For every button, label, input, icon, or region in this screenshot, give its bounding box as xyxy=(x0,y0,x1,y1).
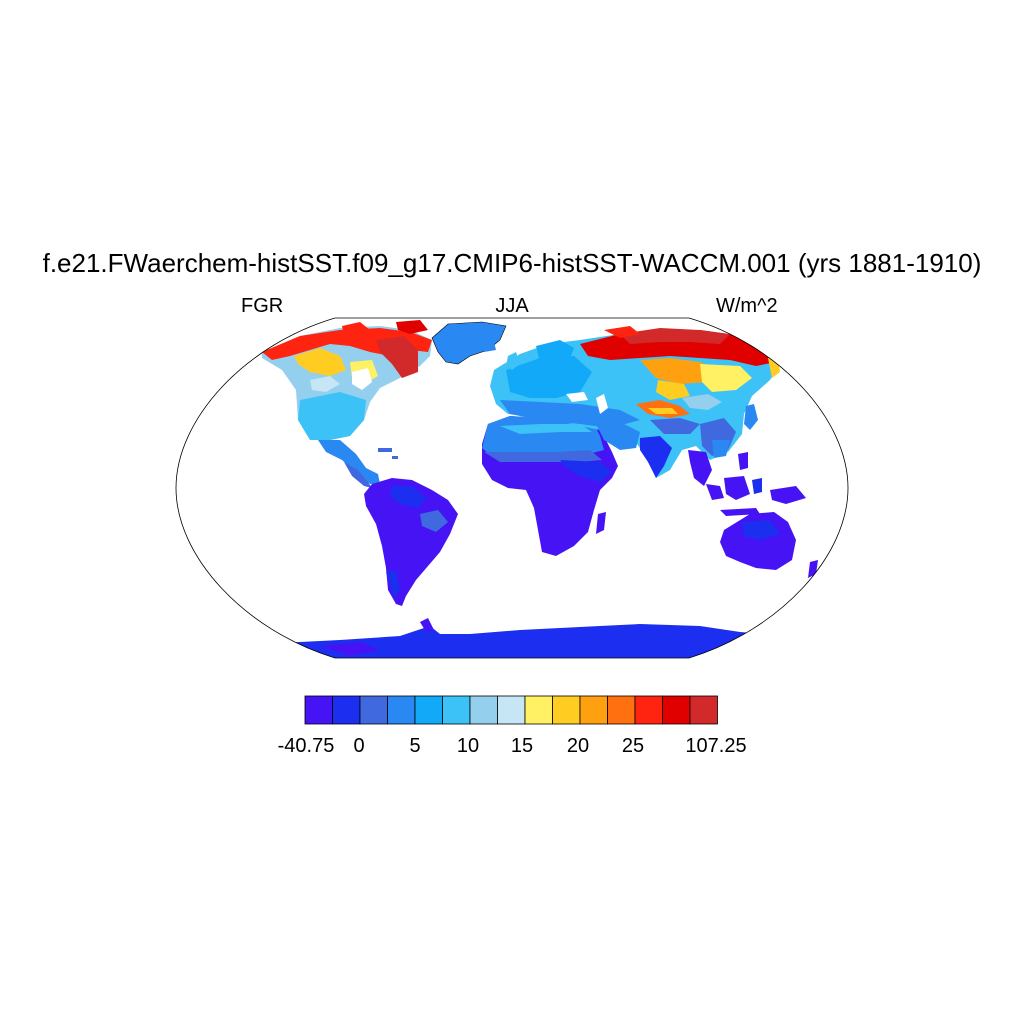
australia xyxy=(720,512,796,570)
colorbar-swatch xyxy=(359,695,388,725)
colorbar-swatch xyxy=(607,695,636,725)
colorbar-swatch xyxy=(332,695,361,725)
colorbar-labels: -40.75 0 5 10 15 20 25 107.25 xyxy=(278,735,747,757)
colorbar-swatch xyxy=(304,695,333,725)
colorbar-swatch xyxy=(662,695,691,725)
units-label: W/m^2 xyxy=(716,295,778,317)
colorbar-swatch xyxy=(497,695,526,725)
colorbar-swatch xyxy=(387,695,416,725)
colorbar-tick-label: 5 xyxy=(409,735,420,757)
colorbar-swatch xyxy=(634,695,663,725)
colorbar-swatch xyxy=(524,695,553,725)
colorbar-swatch xyxy=(579,695,608,725)
colorbar-swatch xyxy=(689,695,718,725)
colorbar-tick-label: 15 xyxy=(511,735,533,757)
maritime-continent xyxy=(706,452,806,516)
colorbar-tick-label: -40.75 xyxy=(278,735,335,757)
colorbar-tick-label: 0 xyxy=(353,735,364,757)
variable-label: FGR xyxy=(241,295,284,317)
map-land xyxy=(176,320,848,658)
plot-title: f.e21.FWaerchem-histSST.f09_g17.CMIP6-hi… xyxy=(42,248,982,278)
colorbar-swatch xyxy=(414,695,443,725)
antarctica xyxy=(176,624,848,658)
colorbar-swatch xyxy=(552,695,581,725)
south-america xyxy=(364,478,458,606)
colorbar-tick-label: 107.25 xyxy=(685,735,746,757)
colorbar xyxy=(304,695,718,725)
colorbar-tick-label: 10 xyxy=(457,735,479,757)
map-boundary xyxy=(175,317,849,659)
colorbar-swatch xyxy=(442,695,471,725)
north-america xyxy=(262,320,432,488)
eurasia xyxy=(490,326,782,486)
colorbar-tick-label: 20 xyxy=(567,735,589,757)
season-label: JJA xyxy=(495,295,529,317)
colorbar-swatch xyxy=(469,695,498,725)
africa xyxy=(482,416,618,556)
colorbar-tick-label: 25 xyxy=(622,735,644,757)
